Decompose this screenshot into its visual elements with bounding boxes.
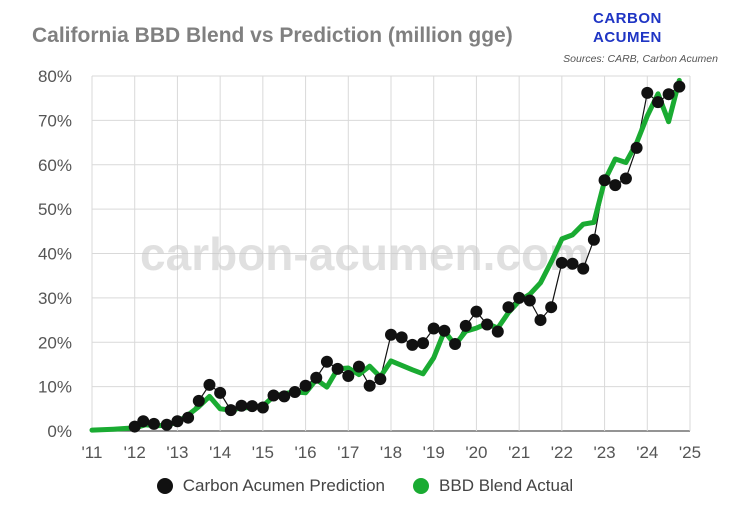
prediction-point	[182, 411, 195, 424]
prediction-point	[427, 322, 440, 335]
prediction-point	[609, 179, 622, 192]
y-tick-label: 70%	[38, 111, 72, 130]
prediction-point	[385, 328, 397, 341]
legend: Carbon Acumen Prediction BBD Blend Actua…	[0, 476, 730, 496]
prediction-point	[363, 379, 376, 392]
prediction-point	[160, 418, 173, 431]
prediction-point	[651, 96, 664, 109]
prediction-point	[513, 291, 526, 304]
prediction-point	[171, 415, 184, 428]
y-axis-ticks: 0% 10% 20% 30% 40% 50% 60% 70% 80%	[38, 67, 72, 441]
prediction-point	[630, 141, 643, 154]
y-tick-label: 80%	[38, 67, 72, 86]
legend-label-actual: BBD Blend Actual	[439, 476, 574, 495]
prediction-point	[310, 371, 323, 384]
y-tick-label: 60%	[38, 156, 72, 175]
legend-label-prediction: Carbon Acumen Prediction	[182, 476, 386, 495]
prediction-point	[598, 174, 611, 187]
logo-line-2: ACUMEN	[593, 29, 662, 46]
y-tick-label: 40%	[38, 245, 72, 264]
prediction-point	[235, 399, 248, 412]
prediction-point	[577, 262, 590, 275]
prediction-point	[147, 417, 160, 430]
prediction-point	[459, 319, 472, 332]
prediction-point	[555, 256, 568, 269]
prediction-point	[320, 355, 333, 368]
prediction-point	[374, 373, 387, 386]
prediction-point	[137, 415, 150, 428]
x-tick-label: '15	[252, 443, 274, 462]
y-tick-label: 0%	[47, 422, 72, 441]
legend-marker-prediction	[156, 478, 173, 494]
prediction-point	[523, 294, 536, 307]
actual-line	[89, 77, 682, 433]
prediction-point	[214, 386, 227, 399]
x-tick-label: '21	[508, 443, 530, 462]
prediction-point	[449, 338, 462, 351]
x-axis-ticks: '11 '12 '13 '14 '15 '16 '17 '18 '19 '20 '21 '22 '23 '…	[82, 443, 702, 462]
prediction-point	[278, 390, 291, 403]
legend-item-prediction: Carbon Acumen Prediction	[156, 476, 386, 496]
prediction-point	[417, 337, 430, 350]
prediction-line	[134, 86, 680, 428]
prediction-point	[224, 404, 237, 417]
prediction-point	[288, 385, 301, 398]
prediction-point	[587, 233, 600, 246]
prediction-point	[662, 88, 675, 101]
prediction-point	[342, 369, 355, 382]
prediction-point	[491, 325, 504, 338]
prediction-point	[673, 80, 686, 93]
series-layer	[89, 77, 686, 433]
y-tick-label: 30%	[38, 289, 72, 308]
y-tick-label: 10%	[38, 378, 72, 397]
prediction-point	[395, 331, 408, 344]
x-tick-label: '22	[551, 443, 573, 462]
prediction-point	[192, 394, 205, 407]
prediction-point	[406, 338, 419, 351]
logo-line-1: CARBON	[593, 10, 662, 27]
prediction-point	[246, 400, 259, 413]
prediction-point	[256, 401, 269, 414]
prediction-point	[203, 378, 216, 391]
sources-note: Sources: CARB, Carbon Acumen	[563, 53, 718, 65]
prediction-point	[534, 314, 547, 327]
prediction-point	[619, 172, 632, 185]
legend-marker-actual	[413, 478, 430, 494]
y-tick-label: 50%	[38, 200, 72, 219]
brand-logo: CARBON ACUMEN	[593, 9, 662, 47]
x-tick-label: '19	[423, 443, 445, 462]
prediction-point	[299, 379, 312, 392]
x-tick-label: '13	[166, 443, 188, 462]
prediction-point	[566, 257, 579, 270]
x-tick-label: '12	[124, 443, 146, 462]
prediction-point	[438, 324, 451, 337]
x-tick-label: '20	[465, 443, 487, 462]
watermark: carbon-acumen.com	[140, 228, 590, 280]
prediction-point	[267, 389, 280, 402]
prediction-point	[352, 360, 365, 373]
x-tick-label: '11	[82, 443, 103, 462]
chart-title: California BBD Blend vs Prediction (mill…	[32, 24, 513, 47]
x-tick-label: '18	[380, 443, 402, 462]
x-tick-label: '23	[593, 443, 615, 462]
y-tick-label: 20%	[38, 333, 72, 352]
prediction-point	[502, 301, 515, 314]
prediction-point	[331, 362, 344, 375]
x-tick-label: '14	[209, 443, 231, 462]
legend-item-actual: BBD Blend Actual	[413, 476, 573, 496]
grid-lines	[91, 75, 691, 432]
x-tick-label: '24	[636, 443, 658, 462]
prediction-point	[641, 86, 654, 99]
prediction-point	[470, 305, 483, 318]
x-tick-label: '25	[679, 443, 701, 462]
prediction-point	[128, 420, 141, 433]
prediction-point	[481, 318, 494, 331]
x-tick-label: '16	[294, 443, 316, 462]
x-tick-label: '17	[337, 443, 359, 462]
prediction-point	[545, 301, 558, 314]
